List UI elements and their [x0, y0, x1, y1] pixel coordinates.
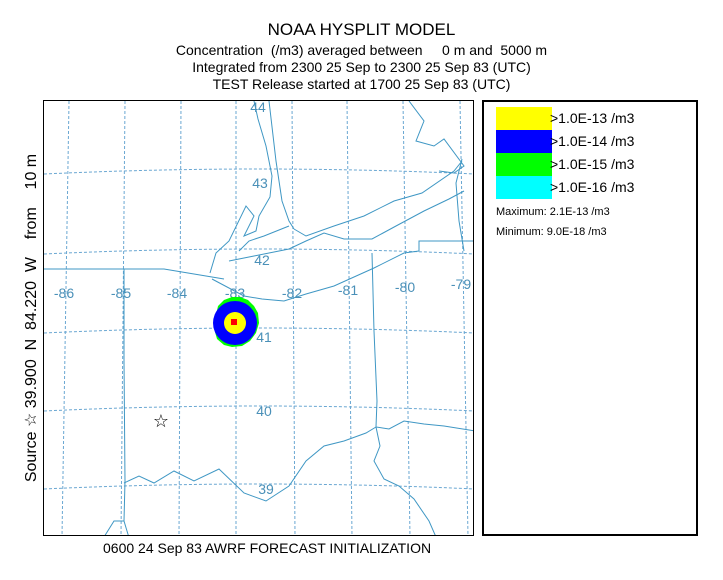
- ohio-river-and-kentucky-border: [123, 426, 377, 502]
- lake-huron-west-shore: [268, 101, 295, 230]
- lat-label: 39: [258, 481, 274, 497]
- meridian-85: [120, 101, 126, 535]
- map-canvas[interactable]: -86 -85 -84 -83 -82 -81 -80 -79 44 43 42…: [44, 101, 474, 536]
- legend-swatch-3: [496, 153, 552, 176]
- lake-st-clair-shore: [293, 160, 463, 237]
- pennsylvania-ohio-border: [371, 252, 473, 432]
- lon-label: -83: [225, 285, 245, 301]
- legend-label-1: >1.0E-13 /m3: [550, 110, 635, 126]
- parallel-40: [44, 405, 473, 412]
- maximum-value: Maximum: 2.1E-13 /m3: [496, 206, 610, 218]
- meridian-81: [346, 101, 353, 535]
- map-title: NOAA HYSPLIT MODEL: [267, 20, 456, 39]
- legend-swatch-1: [496, 107, 552, 130]
- legend-swatch-2: [496, 130, 552, 153]
- lon-label: -85: [111, 285, 131, 301]
- legend-swatch-4: [496, 176, 552, 199]
- source-location-label: Source ☆ 39.900 N 84.220 W from 10 m: [23, 153, 40, 483]
- lon-label: -79: [451, 276, 471, 292]
- lon-label: -84: [167, 285, 187, 301]
- integration-period: Integrated from 2300 25 Sep to 2300 25 S…: [192, 59, 531, 75]
- ohio-michigan-border: [44, 268, 225, 280]
- lake-huron-east-shore: [408, 101, 465, 174]
- legend-label-4: >1.0E-16 /m3: [550, 179, 635, 195]
- lon-label: -82: [282, 285, 302, 301]
- lon-label: -86: [54, 285, 74, 301]
- source-star-icon[interactable]: ☆: [153, 411, 169, 432]
- lake-erie-south-shore: [211, 250, 420, 302]
- detroit-river: [238, 225, 290, 252]
- lat-label: 41: [256, 329, 272, 345]
- legend-label-2: >1.0E-14 /m3: [550, 133, 635, 149]
- map-panel[interactable]: -86 -85 -84 -83 -82 -81 -80 -79 44 43 42…: [43, 100, 474, 536]
- michigan-lower-peninsula: [209, 101, 273, 274]
- minimum-value: Minimum: 9.0E-18 /m3: [496, 226, 607, 238]
- parallel-39: [44, 483, 473, 490]
- forecast-initialization-label: 0600 24 Sep 83 AWRF FORECAST INITIALIZAT…: [103, 540, 432, 556]
- lake-ontario-shore: [455, 158, 465, 252]
- grid-labels: -86 -85 -84 -83 -82 -81 -80 -79 44 43 42…: [54, 101, 471, 497]
- legend-panel: >1.0E-13 /m3 >1.0E-14 /m3 >1.0E-15 /m3 >…: [482, 100, 698, 536]
- ny-pa-border: [418, 240, 473, 251]
- concentration-plume[interactable]: [213, 297, 259, 347]
- lon-label: -81: [338, 282, 358, 298]
- lat-label: 43: [252, 175, 268, 191]
- legend-label-3: >1.0E-15 /m3: [550, 156, 635, 172]
- state-and-lake-boundaries: [44, 101, 473, 535]
- west-virginia-border: [373, 426, 436, 535]
- lat-lon-grid: [44, 101, 473, 535]
- lat-label: 44: [250, 101, 266, 115]
- parallel-43: [44, 168, 473, 175]
- kentucky-line: [104, 520, 124, 535]
- lon-label: -80: [395, 279, 415, 295]
- parallel-41: [44, 327, 473, 334]
- lat-label: 40: [256, 403, 272, 419]
- plume-peak: [231, 319, 237, 325]
- meridian-80: [402, 101, 411, 535]
- lat-label: 42: [254, 252, 270, 268]
- meridian-82: [291, 101, 296, 535]
- lake-erie-north-shore: [228, 190, 465, 262]
- release-info: TEST Release started at 1700 25 Sep 83 (…: [212, 76, 511, 92]
- meridian-84: [178, 101, 182, 535]
- indiana-ohio-border: [123, 269, 129, 535]
- meridian-86: [61, 101, 70, 535]
- concentration-subtitle: Concentration (/m3) averaged between 0 m…: [175, 42, 548, 58]
